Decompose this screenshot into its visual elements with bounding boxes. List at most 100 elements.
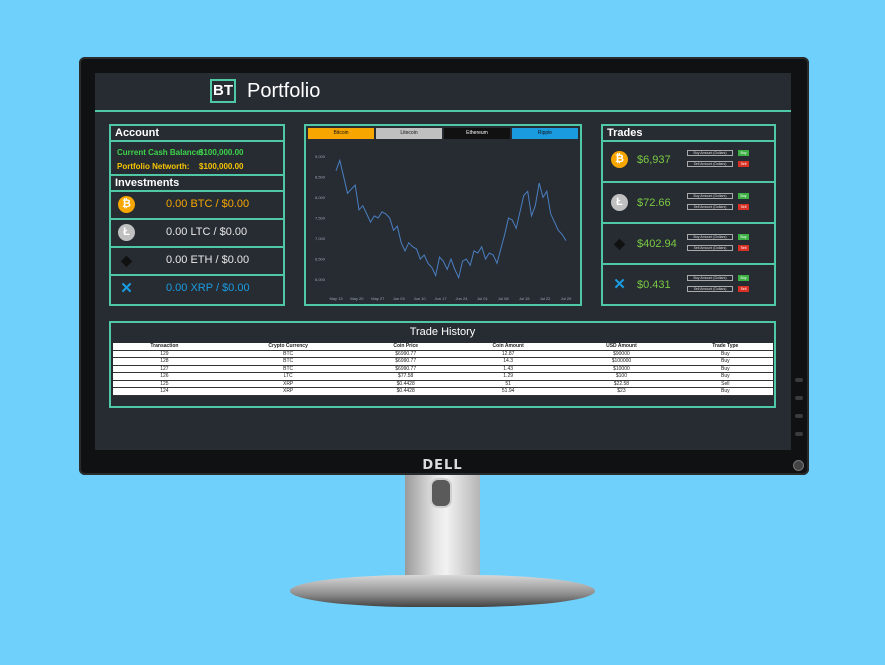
table-row: 124 XRP $0.4428 51.94 $23 Buy — [113, 387, 773, 396]
buy-button[interactable]: Buy — [738, 193, 749, 199]
table-cell: $6990.77 — [360, 357, 451, 366]
sell-button[interactable]: Sell — [738, 286, 749, 292]
table-cell: 12.87 — [451, 350, 566, 358]
table-cell: $10000 — [565, 365, 678, 373]
screen: BT Portfolio Account Current Cash Balanc… — [95, 73, 791, 450]
x-tick-label: Jun 24 — [455, 296, 468, 301]
monitor-button[interactable] — [795, 378, 803, 382]
investment-value: 0.00 LTC / $0.00 — [166, 226, 248, 238]
monitor-button[interactable] — [795, 396, 803, 400]
litecoin-icon: Ł — [118, 224, 135, 241]
app-header: BT Portfolio — [95, 73, 791, 112]
table-cell: LTC — [215, 372, 361, 381]
investment-value: 0.00 XRP / $0.00 — [166, 282, 250, 294]
table-cell: 51.94 — [451, 387, 566, 396]
table-cell: $100 — [565, 372, 678, 381]
sell-button[interactable]: Sell — [738, 161, 749, 167]
power-button[interactable] — [793, 460, 804, 471]
table-row: 125 XRP $0.4428 51 $22.58 Sell — [113, 380, 773, 388]
investments-panel: Investments ₿ 0.00 BTC / $0.00 Ł 0.00 LT… — [109, 176, 285, 306]
column-header: Transaction — [113, 343, 216, 351]
table-cell: $90000 — [565, 350, 678, 358]
table-cell: 51 — [451, 380, 566, 388]
table-cell: 126 — [113, 372, 216, 381]
cash-balance-label: Current Cash Balance: — [117, 148, 204, 157]
column-header: Coin Price — [360, 343, 451, 351]
investment-row-ltc: Ł 0.00 LTC / $0.00 — [111, 218, 283, 246]
table-cell: $6990.77 — [360, 365, 451, 373]
x-tick-label: Jul 01 — [477, 296, 488, 301]
y-tick-label: 8,500 — [315, 174, 326, 179]
buy-amount-input[interactable]: Buy Amount (Dollars) — [687, 275, 733, 281]
table-cell: Buy — [677, 365, 773, 373]
table-row: 127 BTC $6990.77 1.43 $10000 Buy — [113, 365, 773, 373]
sell-button[interactable]: Sell — [738, 204, 749, 210]
buy-amount-input[interactable]: Buy Amount (Dollars) — [687, 193, 733, 199]
table-row: 126 LTC $77.58 1.29 $100 Buy — [113, 372, 773, 381]
monitor-brand-logo: DELL — [422, 458, 463, 473]
table-cell: $23 — [565, 387, 678, 396]
cash-balance-value: $100,000.00 — [199, 148, 244, 157]
table-cell: Buy — [677, 387, 773, 396]
table-cell: $77.58 — [360, 372, 451, 381]
buy-button[interactable]: Buy — [738, 275, 749, 281]
column-header: Trade Type — [677, 343, 773, 351]
trade-history-panel: Trade History Transaction Crypto Currency… — [109, 321, 776, 408]
table-cell: $22.58 — [565, 380, 678, 388]
table-cell: 127 — [113, 365, 216, 373]
x-tick-label: May 27 — [371, 296, 385, 301]
investment-row-btc: ₿ 0.00 BTC / $0.00 — [111, 190, 283, 218]
buy-button[interactable]: Buy — [738, 234, 749, 240]
buy-amount-input[interactable]: Buy Amount (Dollars) — [687, 150, 733, 156]
tab-litecoin[interactable]: Litecoin — [376, 128, 442, 139]
cable-hole — [430, 478, 452, 508]
table-cell: $100000 — [565, 357, 678, 366]
tab-bitcoin[interactable]: Bitcoin — [308, 128, 374, 139]
table-row: 128 BTC $6990.77 14.3 $100000 Buy — [113, 357, 773, 366]
table-cell: $6990.77 — [360, 350, 451, 358]
networth-value: $100,000.00 — [199, 162, 244, 171]
table-cell: BTC — [215, 365, 361, 373]
table-cell: BTC — [215, 357, 361, 366]
monitor-button[interactable] — [795, 414, 803, 418]
table-cell: 129 — [113, 350, 216, 358]
sell-amount-input[interactable]: Sell Amount (Dollars) — [687, 204, 733, 210]
tab-ethereum[interactable]: Ethereum — [444, 128, 510, 139]
x-tick-label: Jul 15 — [519, 296, 530, 301]
bitcoin-icon: ₿ — [611, 151, 628, 168]
sell-amount-input[interactable]: Sell Amount (Dollars) — [687, 161, 733, 167]
x-tick-label: Jul 22 — [540, 296, 551, 301]
ethereum-icon: ◆ — [614, 235, 625, 251]
ethereum-icon: ◆ — [121, 252, 132, 268]
table-cell: 128 — [113, 357, 216, 366]
x-tick-label: Jun 10 — [414, 296, 427, 301]
x-tick-label: Jun 03 — [393, 296, 406, 301]
y-tick-label: 9,000 — [315, 154, 326, 159]
price-chart-panel: Bitcoin Litecoin Ethereum Ripple 9,000 8,… — [304, 124, 582, 306]
tab-ripple[interactable]: Ripple — [512, 128, 578, 139]
table-cell: 125 — [113, 380, 216, 388]
monitor-button[interactable] — [795, 432, 803, 436]
table-cell: 124 — [113, 387, 216, 396]
account-heading: Account — [111, 126, 283, 142]
trades-panel: Trades ₿ $6,937 Buy Amount (Dollars) Buy Sel… — [601, 124, 776, 306]
investment-row-eth: ◆ 0.00 ETH / $0.00 — [111, 246, 283, 274]
table-cell: XRP — [215, 387, 361, 396]
column-header: Coin Amount — [451, 343, 566, 351]
networth-label: Portfolio Networth: — [117, 162, 190, 171]
column-header: USD Amount — [565, 343, 678, 351]
table-cell: 1.43 — [451, 365, 566, 373]
investment-value: 0.00 ETH / $0.00 — [166, 254, 250, 266]
trade-price: $72.66 — [637, 197, 671, 209]
trades-heading: Trades — [603, 126, 774, 142]
buy-button[interactable]: Buy — [738, 150, 749, 156]
sell-button[interactable]: Sell — [738, 245, 749, 251]
sell-amount-input[interactable]: Sell Amount (Dollars) — [687, 245, 733, 251]
account-panel: Account Current Cash Balance: $100,000.0… — [109, 124, 285, 176]
buy-amount-input[interactable]: Buy Amount (Dollars) — [687, 234, 733, 240]
x-tick-label: Jul 29 — [561, 296, 572, 301]
price-series-line — [335, 158, 567, 280]
sell-amount-input[interactable]: Sell Amount (Dollars) — [687, 286, 733, 292]
trade-row: Ł $72.66 Buy Amount (Dollars) Buy Sell Amoun… — [603, 181, 774, 222]
investment-row-xrp: ✕ 0.00 XRP / $0.00 — [111, 274, 283, 302]
